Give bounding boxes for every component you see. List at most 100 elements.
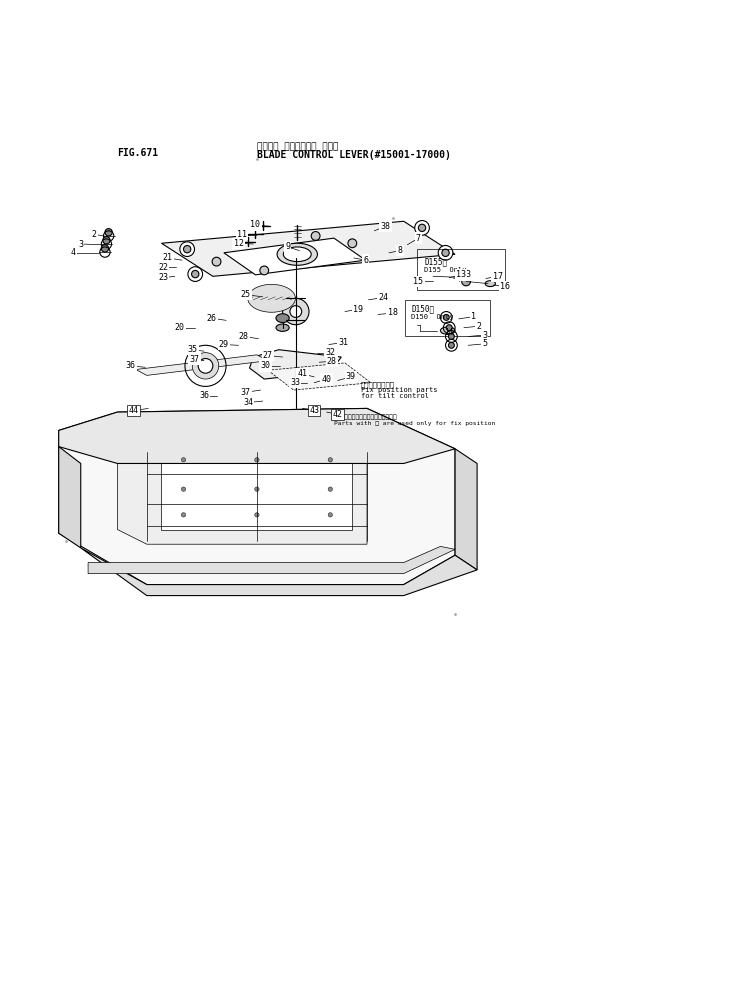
Text: 4: 4 [71,248,76,257]
Polygon shape [81,548,477,596]
Text: D150  Only: D150 Only [411,315,454,321]
Polygon shape [455,449,477,570]
Ellipse shape [283,247,311,261]
Text: 35: 35 [187,346,197,355]
Circle shape [283,298,309,325]
Text: 13: 13 [456,270,466,279]
Polygon shape [161,221,455,276]
Circle shape [188,267,203,281]
Text: 34: 34 [243,398,253,407]
Text: 8: 8 [398,246,402,255]
Polygon shape [136,355,268,375]
Text: 36: 36 [126,361,136,370]
Text: 33: 33 [290,378,300,387]
Ellipse shape [277,243,318,265]
Circle shape [418,224,426,231]
Text: 18: 18 [388,309,398,318]
Bar [405,300,490,337]
Circle shape [328,458,333,462]
Text: 3: 3 [79,239,83,248]
Circle shape [192,353,219,379]
Circle shape [255,512,259,517]
Circle shape [328,487,333,492]
Text: 40: 40 [321,374,332,383]
Polygon shape [59,408,455,464]
Circle shape [311,231,320,240]
Text: Parts with □ are used only for fix position: Parts with □ are used only for fix posit… [334,421,495,426]
Text: 6: 6 [363,255,368,265]
Text: 22: 22 [158,263,168,272]
Text: 27: 27 [263,352,273,360]
Text: 11: 11 [237,230,247,239]
Circle shape [415,220,429,235]
Text: 17: 17 [493,272,503,281]
Circle shape [448,334,454,340]
Circle shape [198,358,213,373]
Text: 21: 21 [162,253,172,262]
Polygon shape [117,442,367,544]
Text: 37: 37 [189,355,200,363]
Polygon shape [59,447,81,548]
Circle shape [290,306,302,318]
Circle shape [328,512,333,517]
Text: 20: 20 [175,323,185,333]
Text: 32: 32 [325,349,335,357]
Circle shape [442,249,449,256]
Circle shape [180,242,195,256]
Circle shape [443,315,449,321]
Circle shape [448,343,454,349]
Circle shape [255,487,259,492]
Circle shape [181,512,186,517]
Text: 13: 13 [461,270,471,279]
Text: 24: 24 [378,293,388,302]
Circle shape [255,458,259,462]
Text: 3: 3 [482,331,487,340]
Polygon shape [268,362,371,390]
Text: 43: 43 [309,406,319,415]
Circle shape [181,458,186,462]
Circle shape [101,244,109,252]
Text: 37: 37 [241,388,251,397]
Circle shape [184,245,191,253]
Text: 12: 12 [233,238,244,248]
Text: 36: 36 [199,391,209,400]
Text: 9: 9 [286,242,290,251]
Polygon shape [88,546,455,574]
Circle shape [438,245,453,260]
Ellipse shape [440,327,455,335]
Ellipse shape [485,281,495,287]
Circle shape [446,325,452,331]
Polygon shape [250,350,341,379]
Text: ブレード  コントロール  レバー: ブレード コントロール レバー [257,142,338,151]
Text: FIG.671: FIG.671 [117,148,159,158]
Text: 28: 28 [239,332,249,341]
Circle shape [462,277,470,286]
Text: 10: 10 [250,220,261,229]
Circle shape [181,487,186,492]
Text: 39: 39 [346,372,356,381]
Text: 30: 30 [261,361,271,370]
Text: 5: 5 [482,340,487,349]
Text: 44: 44 [128,406,139,415]
Text: D155用: D155用 [424,257,448,266]
Polygon shape [224,238,366,275]
Text: 26: 26 [206,314,217,323]
Text: D155  Only: D155 Only [424,267,467,273]
Text: 23: 23 [158,273,168,282]
Circle shape [192,270,199,278]
Ellipse shape [247,284,295,312]
Circle shape [260,266,269,275]
Text: 19: 19 [353,305,363,314]
Ellipse shape [276,324,289,332]
Text: 31: 31 [338,338,349,347]
Circle shape [348,239,357,247]
Circle shape [212,257,221,266]
Text: D150用: D150用 [411,305,435,314]
Text: 2: 2 [92,230,96,239]
Text: 41: 41 [297,369,308,378]
Polygon shape [59,408,455,585]
Text: 14: 14 [444,329,454,338]
Text: □印部品は位置決め用であり予備です: □印部品は位置決め用であり予備です [334,414,398,420]
Text: for tilt control: for tilt control [361,393,429,399]
Polygon shape [161,453,352,529]
